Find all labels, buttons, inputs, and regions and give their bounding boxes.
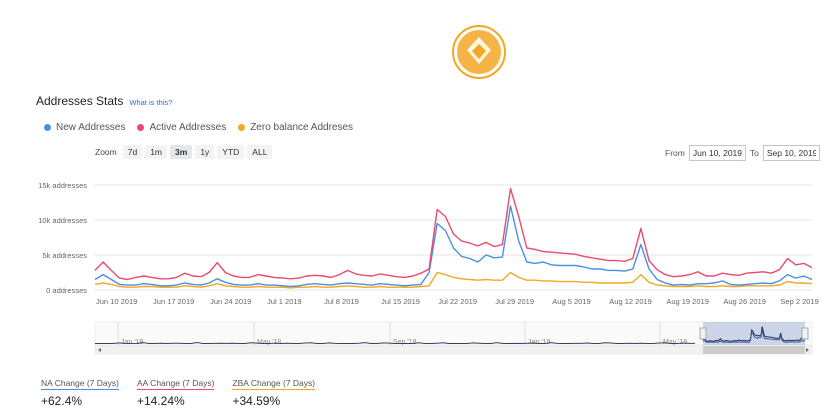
- zoom-7d-button[interactable]: 7d: [122, 145, 143, 159]
- change-value: +62.4%: [41, 394, 83, 408]
- change-label: AA Change (7 Days): [136, 378, 215, 390]
- navigator-label: Sep '18: [393, 339, 417, 346]
- change-label: NA Change (7 Days): [41, 378, 119, 390]
- addresses-chart: 0 addresses 5k addresses 10k addresses 15k …: [38, 181, 819, 355]
- legend-label: Active Addresses: [149, 122, 227, 133]
- stats-header: Addresses Stats What is this?: [36, 94, 172, 108]
- navigator-history-line: [95, 341, 695, 345]
- x-tick-label: Jun 17 2019: [153, 297, 194, 306]
- x-tick-label: Jun 24 2019: [210, 297, 251, 306]
- legend-label: Zero balance Addreses: [250, 122, 354, 133]
- series-line-new-addresses: [94, 205, 813, 288]
- navigator-area[interactable]: [94, 321, 813, 346]
- change-stats: NA Change (7 Days) +62.4% AA Change (7 D…: [41, 378, 316, 408]
- legend-dot-icon: [137, 124, 145, 131]
- scroll-right-icon[interactable]: [806, 348, 809, 352]
- x-tick-label: Aug 19 2019: [666, 297, 709, 306]
- zoom-controls: Zoom 7d 1m 3m 1y YTD ALL: [95, 145, 273, 159]
- legend-item-active[interactable]: Active Addresses: [137, 122, 226, 133]
- navigator-label: May '19: [663, 339, 687, 346]
- date-range: From To: [665, 145, 820, 161]
- x-tick-label: Jul 15 2019: [381, 297, 420, 306]
- y-tick-label: 15k addresses: [38, 181, 87, 190]
- navigator-handle[interactable]: [699, 327, 707, 340]
- scrollbar-thumb[interactable]: [703, 346, 805, 354]
- stats-title: Addresses Stats: [36, 94, 124, 108]
- x-tick-label: Aug 12 2019: [609, 297, 652, 306]
- from-date-input[interactable]: [688, 145, 746, 161]
- to-date-input[interactable]: [762, 145, 820, 161]
- x-tick-label: Jul 8 2019: [324, 297, 359, 306]
- zoom-ytd-button[interactable]: YTD: [217, 145, 245, 159]
- change-label: ZBA Change (7 Days): [232, 378, 316, 390]
- from-label: From: [665, 148, 685, 158]
- zoom-3m-button[interactable]: 3m: [170, 145, 193, 159]
- y-tick-label: 5k addresses: [42, 251, 87, 260]
- navigator-label: Jan '19: [528, 339, 550, 346]
- navigator-label: Jan '18: [121, 339, 143, 346]
- x-tick-label: Jul 22 2019: [438, 297, 477, 306]
- x-tick-label: Aug 5 2019: [552, 297, 590, 306]
- navigator-series-line: [702, 329, 806, 343]
- navigator-handle[interactable]: [801, 327, 809, 340]
- legend-item-zero[interactable]: Zero balance Addreses: [238, 122, 353, 133]
- chart-legend: New Addresses Active Addresses Zero bala…: [44, 122, 353, 133]
- change-value: +14.24%: [136, 394, 185, 408]
- zba-change: ZBA Change (7 Days) +34.59%: [232, 378, 316, 408]
- logo-icon: [452, 25, 506, 79]
- x-tick-label: Jul 1 2019: [267, 297, 302, 306]
- y-tick-label: 0 addresses: [46, 286, 87, 295]
- legend-label: New Addresses: [56, 122, 126, 133]
- zoom-label: Zoom: [95, 147, 117, 157]
- aa-change: AA Change (7 Days) +14.24%: [136, 378, 215, 408]
- series-line-active-addresses: [94, 187, 813, 281]
- navigator-series-line: [702, 326, 806, 342]
- zoom-all-button[interactable]: ALL: [247, 145, 273, 159]
- scrollbar-track[interactable]: [94, 345, 813, 355]
- what-is-this-link[interactable]: What is this?: [129, 98, 173, 107]
- change-value: +34.59%: [232, 394, 281, 408]
- x-tick-label: Aug 26 2019: [723, 297, 766, 306]
- series-line-zero-balance-addreses: [94, 271, 813, 289]
- y-tick-label: 10k addresses: [38, 216, 87, 225]
- zoom-1m-button[interactable]: 1m: [145, 145, 168, 159]
- legend-item-new[interactable]: New Addresses: [44, 122, 125, 133]
- navigator-label: May '18: [257, 339, 281, 346]
- x-tick-label: Sep 2 2019: [780, 297, 818, 306]
- zoom-1y-button[interactable]: 1y: [195, 145, 215, 159]
- na-change: NA Change (7 Days) +62.4%: [41, 378, 119, 408]
- x-tick-label: Jul 29 2019: [495, 297, 534, 306]
- to-label: To: [749, 148, 759, 158]
- legend-dot-icon: [44, 124, 51, 131]
- scroll-left-icon[interactable]: [98, 348, 101, 352]
- x-tick-label: Jun 10 2019: [96, 297, 137, 306]
- legend-dot-icon: [238, 124, 246, 131]
